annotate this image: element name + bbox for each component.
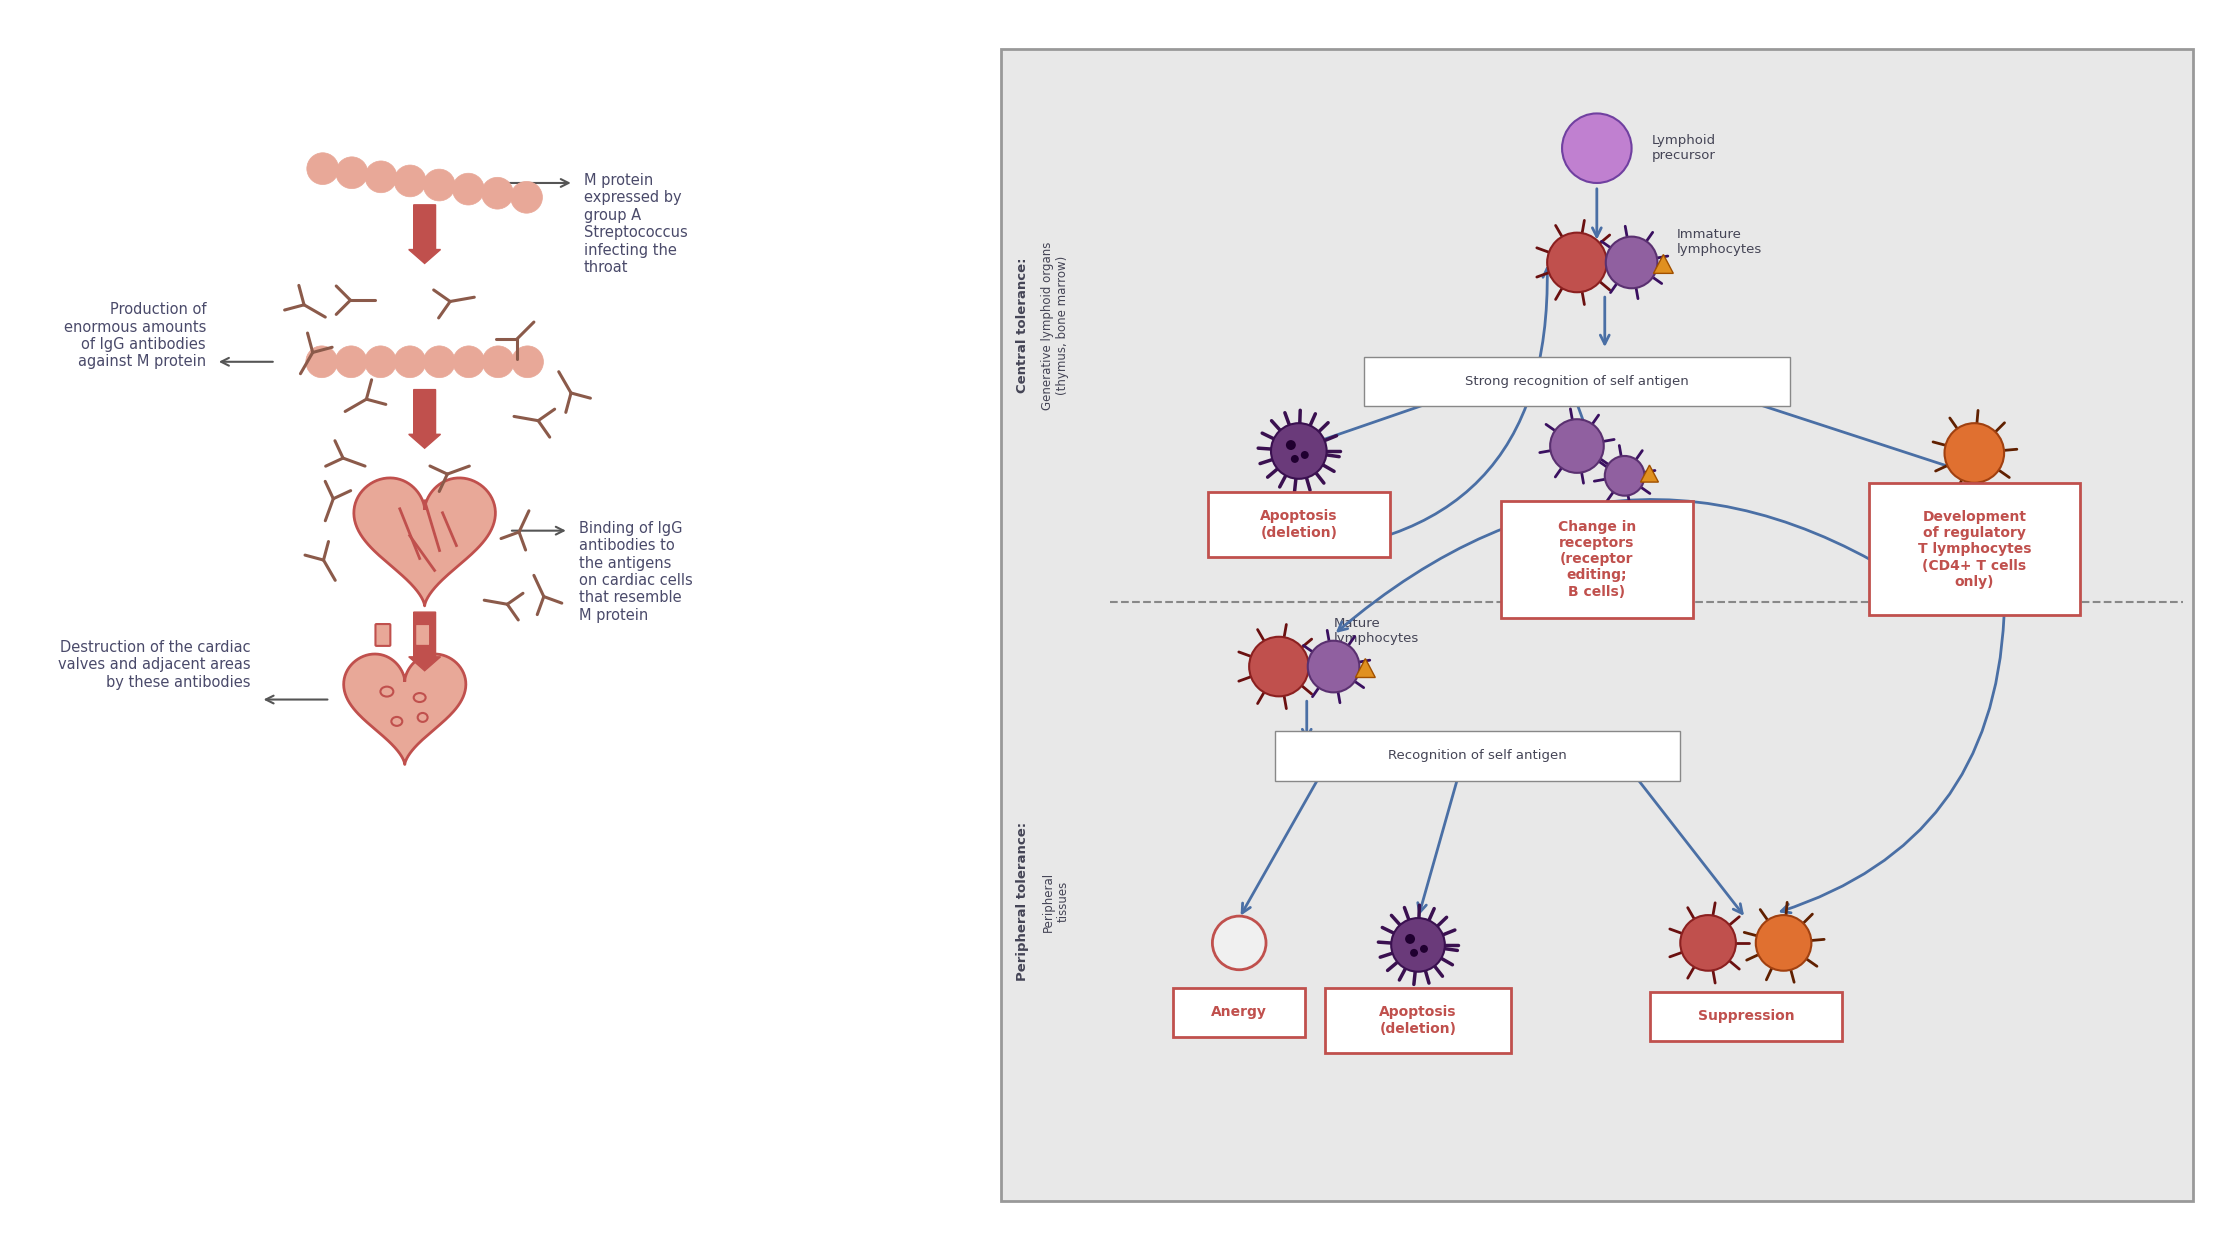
FancyBboxPatch shape	[1324, 988, 1512, 1053]
Circle shape	[365, 346, 396, 378]
Circle shape	[1290, 455, 1299, 462]
Circle shape	[452, 173, 484, 205]
Text: Binding of IgG
antibodies to
the antigens
on cardiac cells
that resemble
M prote: Binding of IgG antibodies to the antigen…	[578, 520, 692, 622]
Circle shape	[1308, 641, 1360, 693]
FancyArrow shape	[408, 389, 441, 449]
FancyBboxPatch shape	[1501, 500, 1693, 617]
Circle shape	[336, 156, 367, 189]
Circle shape	[482, 178, 513, 209]
Text: M protein
expressed by
group A
Streptococcus
infecting the
throat: M protein expressed by group A Streptoco…	[585, 173, 688, 275]
Polygon shape	[1653, 255, 1673, 273]
Text: Suppression: Suppression	[1698, 1009, 1794, 1023]
Circle shape	[423, 169, 455, 200]
FancyBboxPatch shape	[414, 624, 430, 646]
Circle shape	[1404, 934, 1416, 944]
Polygon shape	[343, 654, 466, 765]
Text: Change in
receptors
(receptor
editing;
B cells): Change in receptors (receptor editing; B…	[1557, 520, 1635, 598]
FancyBboxPatch shape	[376, 624, 390, 646]
Text: Strong recognition of self antigen: Strong recognition of self antigen	[1465, 375, 1689, 388]
FancyArrow shape	[408, 612, 441, 670]
Circle shape	[423, 346, 455, 378]
Circle shape	[1604, 456, 1644, 495]
Polygon shape	[354, 478, 495, 606]
Circle shape	[365, 161, 396, 193]
FancyBboxPatch shape	[1174, 988, 1306, 1037]
Circle shape	[452, 346, 484, 378]
Circle shape	[1606, 237, 1658, 289]
Circle shape	[1301, 451, 1308, 459]
Circle shape	[307, 346, 338, 378]
FancyBboxPatch shape	[1364, 357, 1790, 407]
FancyArrow shape	[408, 205, 441, 263]
Text: Generative lymphoid organs
(thymus, bone marrow): Generative lymphoid organs (thymus, bone…	[1042, 241, 1068, 410]
Circle shape	[1420, 945, 1427, 953]
Circle shape	[1756, 915, 1812, 970]
Circle shape	[1286, 440, 1295, 450]
Circle shape	[1250, 636, 1308, 697]
Circle shape	[307, 152, 338, 184]
FancyBboxPatch shape	[1868, 484, 2081, 615]
Text: Central tolerance:: Central tolerance:	[1017, 258, 1028, 393]
Text: Destruction of the cardiac
valves and adjacent areas
by these antibodies: Destruction of the cardiac valves and ad…	[58, 640, 251, 689]
FancyBboxPatch shape	[1651, 992, 1841, 1041]
Circle shape	[1391, 919, 1445, 971]
Circle shape	[336, 346, 367, 378]
Text: Lymphoid
precursor: Lymphoid precursor	[1651, 135, 1716, 163]
Circle shape	[1212, 916, 1266, 970]
Circle shape	[511, 346, 544, 378]
Text: Mature
lymphocytes: Mature lymphocytes	[1333, 617, 1418, 645]
Circle shape	[1550, 420, 1604, 472]
Text: Apoptosis
(deletion): Apoptosis (deletion)	[1380, 1005, 1456, 1036]
Text: Peripheral tolerance:: Peripheral tolerance:	[1017, 822, 1028, 982]
Circle shape	[1944, 423, 2005, 483]
Text: Recognition of self antigen: Recognition of self antigen	[1389, 750, 1568, 762]
Circle shape	[1561, 113, 1631, 183]
Circle shape	[1548, 233, 1606, 292]
Circle shape	[394, 165, 426, 197]
Circle shape	[482, 346, 513, 378]
Text: Anergy: Anergy	[1212, 1005, 1268, 1019]
Circle shape	[1270, 423, 1326, 479]
FancyBboxPatch shape	[1207, 491, 1389, 557]
FancyBboxPatch shape	[1275, 731, 1680, 781]
Circle shape	[394, 346, 426, 378]
Text: Immature
lymphocytes: Immature lymphocytes	[1676, 228, 1761, 256]
Polygon shape	[1355, 659, 1375, 678]
Text: Development
of regulatory
T lymphocytes
(CD4+ T cells
only): Development of regulatory T lymphocytes …	[1917, 510, 2032, 588]
Text: Production of
enormous amounts
of IgG antibodies
against M protein: Production of enormous amounts of IgG an…	[63, 302, 206, 369]
Circle shape	[1409, 949, 1418, 956]
Text: Apoptosis
(deletion): Apoptosis (deletion)	[1261, 509, 1337, 539]
Text: Peripheral
tissues: Peripheral tissues	[1042, 872, 1068, 931]
Circle shape	[511, 181, 542, 213]
Polygon shape	[1640, 465, 1658, 483]
Circle shape	[1680, 915, 1736, 970]
FancyBboxPatch shape	[1001, 49, 2193, 1201]
